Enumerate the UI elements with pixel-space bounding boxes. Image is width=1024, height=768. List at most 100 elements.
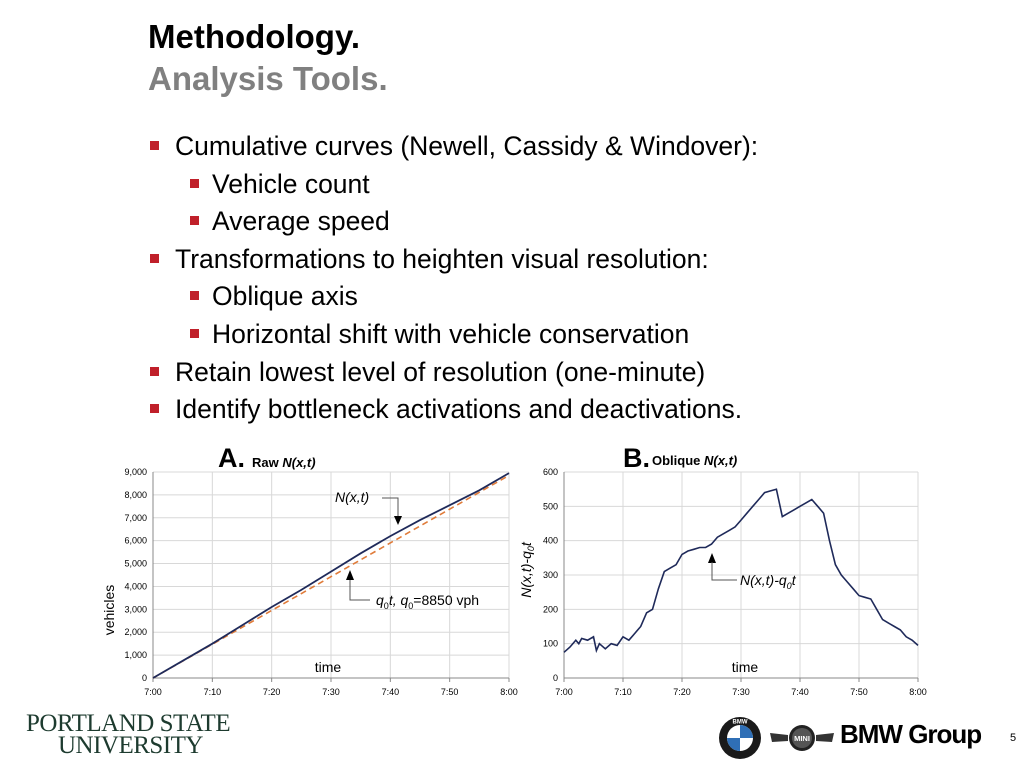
- chart-title-math: N(x,t): [282, 455, 315, 470]
- chart-grid: [152, 471, 510, 682]
- x-tick-label: 7:40: [382, 687, 400, 697]
- y-tick-label: 100: [543, 639, 558, 649]
- bullet-text: Oblique axis: [212, 281, 358, 312]
- bullet-item: Cumulative curves (Newell, Cassidy & Win…: [150, 128, 758, 166]
- y-tick-labels: 0 100 200 300 400 500 600: [543, 467, 558, 683]
- chart-title: A. Raw N(x,t): [218, 443, 316, 473]
- annotation-part: t, q: [389, 592, 409, 608]
- y-tick-label: 2,000: [124, 627, 147, 637]
- annotation-q0t-text: q0t, q0=8850 vph: [376, 592, 479, 611]
- x-tick-label: 7:50: [850, 687, 868, 697]
- sub-bullet-item: Oblique axis: [150, 278, 758, 316]
- y-tick-label: 7,000: [124, 513, 147, 523]
- x-axis-label: time: [732, 659, 759, 675]
- bullet-text: Cumulative curves (Newell, Cassidy & Win…: [175, 131, 759, 161]
- y-tick-label: 8,000: [124, 490, 147, 500]
- annotation-oblique: N(x,t)-q0t: [708, 553, 797, 591]
- sub-bullet-item: Vehicle count: [150, 166, 758, 204]
- x-tick-label: 7:00: [555, 687, 573, 697]
- bullet-square-icon: [190, 178, 199, 188]
- annotation-leader-line: [349, 578, 370, 601]
- bullet-text: Identify bottleneck activations and deac…: [175, 394, 743, 425]
- series-line-oblique: [563, 488, 919, 654]
- bullet-item: Retain lowest level of resolution (one-m…: [150, 354, 758, 392]
- portland-state-logo: PORTLAND STATE UNIVERSITY: [26, 710, 231, 759]
- bullet-item: Identify bottleneck activations and deac…: [150, 391, 758, 429]
- x-tick-label: 7:00: [144, 687, 162, 697]
- psu-logo-line1: PORTLAND STATE: [26, 710, 231, 737]
- annotation-q0t: q0t, q0=8850 vph: [346, 570, 479, 611]
- annotation-arrow-icon: [346, 570, 354, 580]
- annotation-leader-line: [711, 562, 737, 581]
- x-tick-labels: 7:00 7:10 7:20 7:30 7:40 7:50 8:00: [144, 687, 518, 697]
- annotation-subscript: 0: [408, 601, 413, 611]
- x-tick-label: 7:20: [263, 687, 281, 697]
- x-tick-label: 7:50: [441, 687, 459, 697]
- x-tick-label: 8:00: [909, 687, 927, 697]
- bullet-text: Vehicle count: [212, 168, 370, 199]
- annotation-part: N(x,t)-q: [740, 572, 787, 588]
- x-tick-label: 8:00: [500, 687, 518, 697]
- annotation-part: =8850 vph: [413, 592, 479, 608]
- bullet-square-icon: [190, 328, 199, 338]
- x-tick-label: 7:30: [732, 687, 750, 697]
- bmw-roundel-icon: BMW: [719, 717, 761, 759]
- annotation-subscript: 0: [384, 601, 389, 611]
- slide-title: Methodology.: [148, 18, 361, 55]
- bullet-item: Transformations to heighten visual resol…: [150, 241, 758, 279]
- bullet-square-icon: [190, 216, 199, 226]
- x-tick-label: 7:30: [322, 687, 340, 697]
- y-tick-label: 200: [543, 604, 558, 614]
- chart-title-word: Raw: [252, 455, 280, 470]
- y-tick-label: 4,000: [124, 581, 147, 591]
- y-tick-label: 0: [553, 673, 558, 683]
- y-axis-label-subscript: 0: [526, 546, 536, 551]
- bullet-square-icon: [150, 141, 159, 150]
- bullet-text: Average speed: [212, 206, 390, 237]
- chart-title-text: Oblique N(x,t): [652, 453, 737, 468]
- chart-title-word: Oblique: [652, 453, 700, 468]
- y-axis-label: vehicles: [101, 585, 117, 636]
- y-tick-label: 0: [142, 673, 147, 683]
- chart-title-text: Raw N(x,t): [252, 455, 316, 470]
- panel-letter: A.: [218, 443, 245, 473]
- x-tick-labels: 7:00 7:10 7:20 7:30 7:40 7:50 8:00: [555, 687, 927, 697]
- annotation-arrow-icon: [708, 553, 716, 563]
- annotation-nxt: N(x,t): [335, 489, 402, 525]
- bmw-badge-text: BMW: [733, 720, 748, 726]
- y-tick-label: 400: [543, 536, 558, 546]
- annotation-oblique-text: N(x,t)-q0t: [740, 572, 797, 591]
- bullet-square-icon: [150, 366, 159, 376]
- bullet-text: Retain lowest level of resolution (one-m…: [175, 356, 706, 387]
- bullet-square-icon: [190, 291, 199, 301]
- y-axis-label-main: N(x,t)-q: [518, 551, 534, 598]
- x-tick-label: 7:20: [673, 687, 691, 697]
- panel-letter: B.: [623, 443, 650, 473]
- x-axis-label: time: [315, 659, 342, 675]
- bmw-group-wordmark: BMW Group: [840, 719, 982, 749]
- mini-badge-text: MINI: [794, 734, 810, 743]
- mini-logo-icon: MINI: [770, 725, 834, 751]
- bullet-text: Transformations to heighten visual resol…: [175, 243, 709, 274]
- sub-bullet-item: Horizontal shift with vehicle conservati…: [150, 316, 758, 354]
- annotation-arrow-icon: [394, 516, 402, 525]
- chart-title-math: N(x,t): [704, 453, 737, 468]
- chart-grid: [563, 471, 919, 682]
- x-tick-label: 7:10: [614, 687, 632, 697]
- y-axis-label-end: t: [518, 541, 534, 546]
- annotation-part: t: [792, 572, 797, 588]
- y-tick-label: 1,000: [124, 650, 147, 660]
- annotation-subscript: 0: [787, 581, 792, 591]
- sub-bullet-item: Average speed: [150, 203, 758, 241]
- y-tick-label: 3,000: [124, 604, 147, 614]
- y-tick-label: 600: [543, 467, 558, 477]
- y-tick-label: 500: [543, 501, 558, 511]
- series-line-nxt: [152, 472, 510, 679]
- annotation-part: q: [376, 592, 384, 608]
- chart-raw-cumulative: A. Raw N(x,t) 0 1,000 2,000 3,000 4,000 5,000…: [101, 443, 518, 697]
- y-tick-label: 9,000: [124, 467, 147, 477]
- y-tick-label: 300: [543, 570, 558, 580]
- x-tick-label: 7:10: [204, 687, 222, 697]
- y-axis-label: N(x,t)-q0t: [518, 541, 536, 598]
- reference-line-q0t: [152, 474, 510, 679]
